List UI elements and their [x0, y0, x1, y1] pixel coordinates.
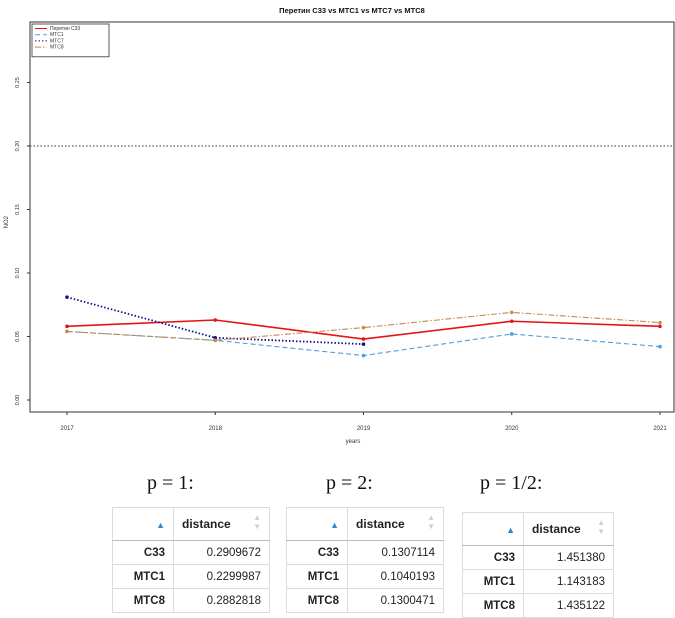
row-name: МТС8 — [112, 588, 174, 613]
row-name: МТС1 — [462, 569, 524, 594]
data-point — [361, 353, 366, 358]
data-point — [658, 344, 662, 349]
row-name: С33 — [286, 540, 348, 565]
distance-value: 1.143183 — [523, 569, 614, 594]
data-point — [658, 320, 662, 325]
data-point — [658, 324, 662, 329]
data-point — [65, 295, 69, 299]
distance-column-header[interactable]: distance ▲ ▼ — [523, 512, 614, 546]
x-tick-label: 2018 — [209, 426, 223, 432]
row-name: МТС8 — [286, 588, 348, 613]
sort-both-icon[interactable]: ▲ ▼ — [427, 513, 435, 531]
row-name: МТС8 — [462, 593, 524, 618]
row-name: С33 — [112, 540, 174, 565]
y-tick-label: 0.25 — [15, 77, 21, 88]
sort-both-icon[interactable]: ▲ ▼ — [597, 518, 605, 536]
x-tick-label: 2020 — [505, 426, 519, 432]
y-axis-label: NO2 — [4, 215, 10, 228]
distance-value: 1.435122 — [523, 593, 614, 618]
y-tick-label: 0.10 — [15, 268, 21, 279]
p-label-2: p = 2: — [326, 472, 373, 494]
series-line-0 — [66, 319, 661, 340]
table-row: МТС8 0.1300471 — [286, 588, 444, 613]
table-row: МТС1 1.143183 — [462, 569, 614, 594]
data-point — [361, 337, 366, 341]
x-tick-label: 2019 — [357, 426, 371, 432]
plot-frame — [29, 21, 675, 413]
table-row: С33 0.1307114 — [286, 540, 444, 565]
sort-ascending-icon[interactable]: ▲ — [330, 520, 339, 530]
row-name: С33 — [462, 545, 524, 570]
p-label-1: p = 1: — [147, 472, 194, 494]
p-label-half: p = 1/2: — [480, 472, 543, 494]
table-row: МТС8 1.435122 — [462, 593, 614, 618]
x-axis-label: years — [346, 439, 361, 445]
y-tick-label: 0.00 — [15, 395, 21, 406]
data-point — [65, 329, 69, 334]
line-chart: Перетин С33 vs МТС1 vs МТС7 vs МТС8 0.00 0… — [4, 6, 675, 445]
distance-value: 1.451380 — [523, 545, 614, 570]
distance-table-half: ▲ distance ▲ ▼ С33 1.451380 МТС1 1.143183 МТ… — [462, 512, 614, 618]
x-tick-label: 2017 — [60, 426, 74, 432]
distance-column-header[interactable]: distance ▲ ▼ — [173, 507, 270, 541]
legend-label: МТС1 — [50, 32, 64, 38]
data-point — [361, 325, 366, 330]
table-row: С33 0.2909672 — [112, 540, 270, 565]
sort-ascending-icon[interactable]: ▲ — [156, 520, 165, 530]
legend-box — [31, 23, 110, 58]
data-point — [509, 319, 514, 324]
data-point — [213, 318, 218, 322]
sort-ascending-icon[interactable]: ▲ — [506, 525, 515, 535]
legend-label: МТС7 — [50, 38, 64, 44]
series-line-3 — [66, 311, 661, 341]
index-sort-header[interactable]: ▲ — [462, 512, 524, 546]
sort-both-icon[interactable]: ▲ ▼ — [253, 513, 261, 531]
row-name: МТС1 — [286, 564, 348, 589]
table-row: МТС1 0.2299987 — [112, 564, 270, 589]
distance-table-p2: ▲ distance ▲ ▼ С33 0.1307114 МТС1 0.1040193 … — [286, 507, 444, 613]
legend-label: Перетин С33 — [50, 26, 80, 32]
series-line-2 — [66, 296, 364, 346]
chart-title: Перетин С33 vs МТС1 vs МТС7 vs МТС8 — [279, 6, 425, 15]
data-point — [65, 324, 69, 329]
legend-label: МТС8 — [50, 45, 64, 51]
table-row: МТС8 0.2882818 — [112, 588, 270, 613]
distance-value: 0.2882818 — [173, 588, 270, 613]
data-point — [509, 310, 514, 315]
distance-value: 0.1307114 — [347, 540, 444, 565]
distance-value: 0.2299987 — [173, 564, 270, 589]
data-point — [361, 342, 366, 346]
distance-table-p1: ▲ distance ▲ ▼ С33 0.2909672 МТС1 0.2299987 … — [112, 507, 270, 613]
data-point — [213, 335, 218, 340]
row-name: МТС1 — [112, 564, 174, 589]
data-point — [213, 338, 218, 343]
distance-column-header[interactable]: distance ▲ ▼ — [347, 507, 444, 541]
index-sort-header[interactable]: ▲ — [286, 507, 348, 541]
y-tick-label: 0.05 — [15, 331, 21, 342]
y-tick-label: 0.20 — [15, 141, 21, 152]
distance-value: 0.2909672 — [173, 540, 270, 565]
data-point — [509, 332, 514, 336]
x-tick-label: 2021 — [653, 426, 667, 432]
table-row: С33 1.451380 — [462, 545, 614, 570]
distance-value: 0.1300471 — [347, 588, 444, 613]
y-tick-label: 0.15 — [15, 204, 21, 215]
table-row: МТС1 0.1040193 — [286, 564, 444, 589]
index-sort-header[interactable]: ▲ — [112, 507, 174, 541]
distance-value: 0.1040193 — [347, 564, 444, 589]
